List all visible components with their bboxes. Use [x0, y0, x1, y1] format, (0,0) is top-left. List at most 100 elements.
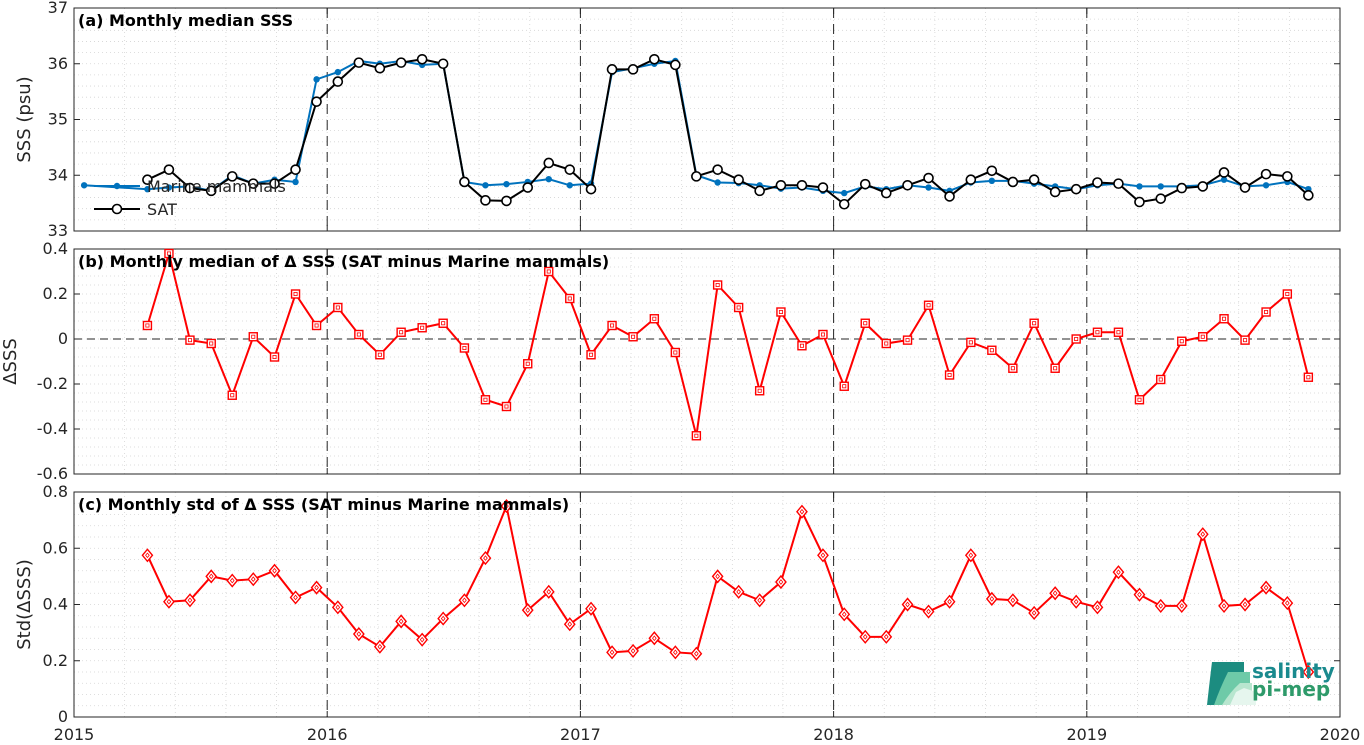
data-point [1091, 600, 1104, 615]
axes-frame [73, 248, 1341, 475]
data-point [648, 631, 661, 646]
data-point-inner [841, 611, 847, 618]
data-point [944, 191, 955, 202]
data-point-inner [1285, 600, 1290, 606]
data-point [817, 548, 829, 563]
data-point [1281, 596, 1294, 611]
data-point-inner [1031, 610, 1037, 616]
data-point-inner [631, 334, 636, 339]
data-point-inner [420, 325, 425, 330]
data-point [1239, 597, 1251, 612]
data-point-inner [926, 608, 931, 615]
data-point-inner [462, 597, 467, 604]
data-point-inner [250, 576, 256, 583]
data-point-inner [673, 649, 678, 656]
data-point-inner [694, 433, 699, 438]
data-point [503, 180, 510, 188]
data-point [1220, 176, 1228, 183]
data-point-inner [546, 589, 552, 595]
data-point [670, 59, 681, 71]
y-tick-label: -0.6 [37, 464, 68, 483]
data-point [543, 157, 555, 169]
data-point-inner [652, 316, 657, 321]
data-point [712, 164, 723, 175]
data-point [311, 320, 322, 331]
data-point [334, 68, 342, 76]
data-point-inner [1158, 377, 1163, 382]
data-point [354, 329, 364, 340]
panel-b: -0.6 -0.4 -0.2 0 0.2 0.4 ΔSSS (b) Monthly media… [0, 239, 1341, 483]
data-point-inner [1200, 334, 1205, 339]
data-point [292, 178, 299, 186]
y-tick-label: 36 [48, 54, 68, 73]
data-point [164, 248, 174, 259]
data-point [458, 593, 471, 608]
data-point-inner [399, 330, 404, 335]
data-point-inner [419, 636, 425, 643]
data-point [1049, 586, 1062, 601]
data-point [754, 386, 765, 396]
data-point [1112, 565, 1125, 580]
data-point [290, 164, 301, 175]
data-point-inner [440, 615, 446, 622]
x-tick-label: 2019 [1066, 725, 1107, 744]
data-point-inner [567, 621, 573, 628]
data-point-inner [462, 345, 467, 350]
data-point [1240, 335, 1250, 345]
data-point [311, 96, 322, 107]
data-point [290, 289, 301, 299]
logo: salinity pi-mep [1207, 659, 1335, 705]
data-point [226, 171, 238, 182]
data-point [289, 590, 302, 605]
data-point [1092, 177, 1103, 188]
data-point [479, 551, 492, 566]
data-point [226, 573, 239, 588]
data-point [1303, 372, 1314, 382]
data-point [880, 187, 892, 199]
y-tick-label: 34 [48, 165, 68, 184]
data-point-inner [1158, 603, 1164, 609]
y-axis-label: Std(ΔSSS) [14, 559, 35, 650]
data-point [437, 611, 450, 626]
data-point [459, 343, 470, 353]
data-point [205, 569, 218, 584]
series-group [80, 53, 1314, 210]
panel-c: 0 0.2 0.4 0.6 0.8 Std(ΔSSS) (c) Monthly std of… [14, 482, 1341, 726]
data-point [902, 335, 913, 345]
data-point [627, 64, 639, 75]
data-point-inner [398, 618, 404, 625]
x-tick-labels: 2015 2016 2017 2018 2019 2020 [54, 725, 1361, 744]
data-point-inner [1263, 584, 1269, 591]
data-point [544, 266, 554, 277]
data-point-inner [1053, 366, 1058, 371]
data-point [1133, 587, 1146, 602]
data-point [753, 593, 766, 608]
data-point-inner [905, 338, 910, 343]
data-point [964, 548, 977, 563]
data-point [1262, 182, 1270, 189]
data-point [649, 314, 660, 324]
data-point-inner [441, 321, 446, 326]
data-point [1049, 186, 1061, 198]
data-point [775, 179, 787, 191]
data-point [818, 329, 828, 340]
logo-line2: pi-mep [1252, 677, 1330, 701]
data-point [714, 179, 721, 186]
data-point [923, 300, 934, 310]
data-point-inner [1179, 339, 1184, 344]
data-point [523, 359, 533, 369]
data-point [1007, 176, 1019, 188]
data-point-inner [842, 384, 847, 389]
data-point-inner [947, 372, 952, 377]
data-point-inner [209, 341, 214, 346]
data-point [500, 498, 513, 514]
data-point-inner [187, 597, 193, 604]
data-point [438, 318, 448, 328]
data-point-inner [356, 332, 361, 337]
data-point-inner [145, 323, 150, 328]
data-point [1134, 395, 1145, 405]
data-point-inner [1074, 336, 1079, 341]
data-point-inner [166, 251, 171, 256]
data-point-inner [778, 309, 783, 314]
data-point-inner [1010, 597, 1016, 604]
